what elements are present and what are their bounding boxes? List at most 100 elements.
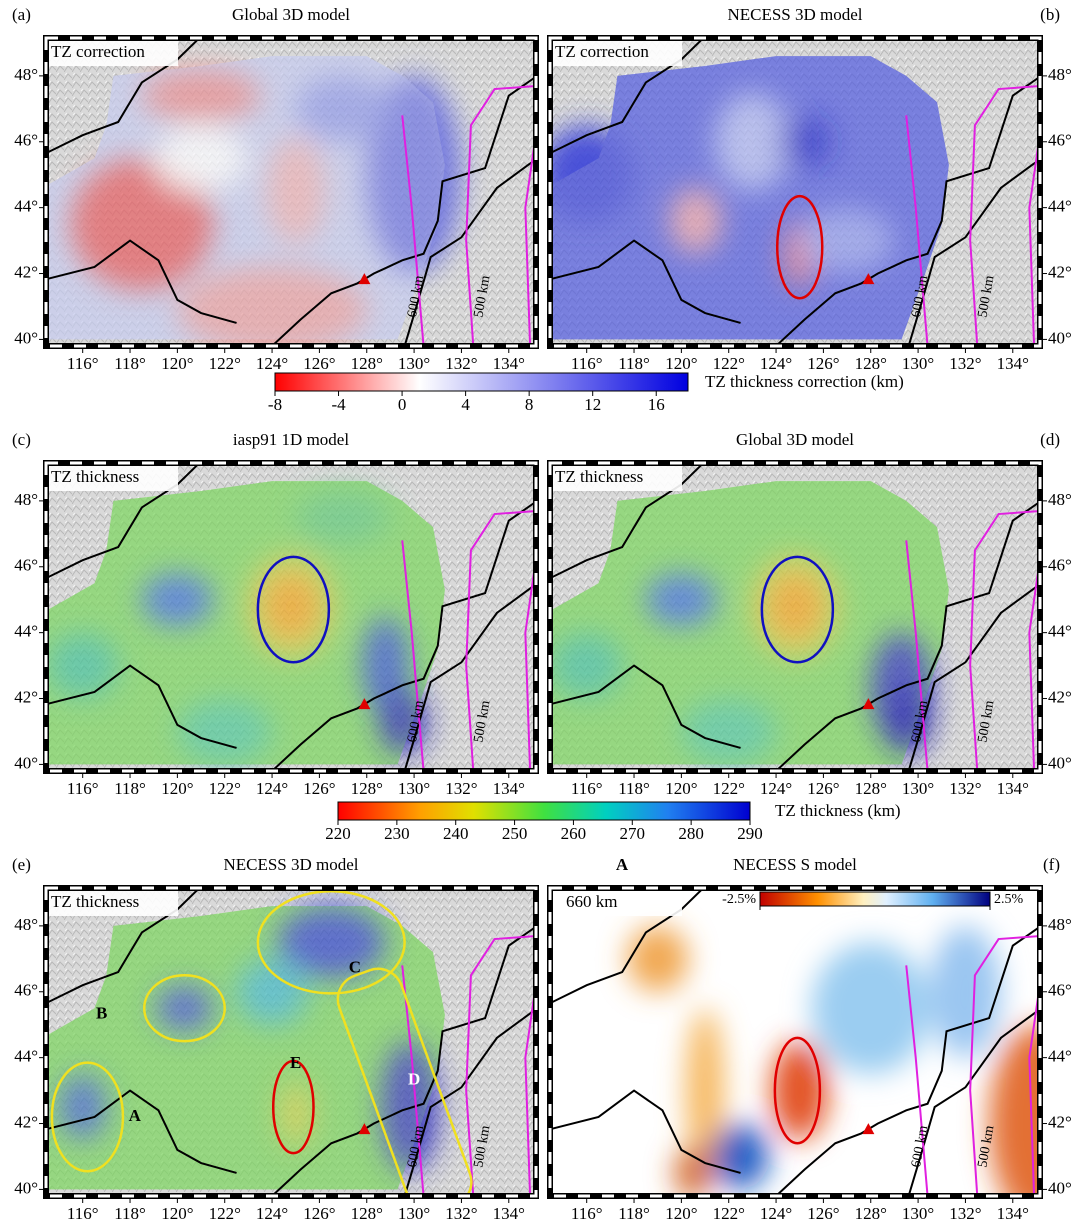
lon-tick-label: 126° xyxy=(807,779,839,798)
lon-tick-label: 120° xyxy=(665,1204,697,1223)
lon-tick-label: 128° xyxy=(351,354,383,373)
panel-title: Global 3D model xyxy=(736,430,854,449)
region-label: A xyxy=(129,1106,142,1125)
colorbar-label: TZ thickness (km) xyxy=(775,801,901,820)
lat-tick-label: 46° xyxy=(1048,131,1072,150)
colorbar-tick-label: 2.5% xyxy=(994,892,1024,907)
colorbar-tick-label: 290 xyxy=(737,824,763,843)
panel-title: Global 3D model xyxy=(232,5,350,24)
lat-tick-label: 42° xyxy=(14,1112,38,1131)
lon-tick-label: 124° xyxy=(256,779,288,798)
lat-tick-label: 44° xyxy=(14,1047,38,1066)
anomaly xyxy=(930,926,1001,1058)
lat-tick-label: 44° xyxy=(1048,197,1072,216)
lon-tick-label: 116° xyxy=(67,1204,99,1223)
inset-label: TZ correction xyxy=(51,42,145,61)
map-content: 600 km500 km660 km-2.5%2.5% xyxy=(539,876,1073,1222)
lat-tick-label: 40° xyxy=(14,1178,38,1197)
map-content: 600 km500 kmTZ thickness xyxy=(42,461,539,771)
lon-tick-label: 118° xyxy=(618,354,650,373)
lat-tick-label: 40° xyxy=(1048,753,1072,772)
anomaly xyxy=(712,1124,769,1190)
lon-tick-label: 126° xyxy=(807,1204,839,1223)
lon-tick-label: 116° xyxy=(571,354,603,373)
lon-tick-label: 130° xyxy=(902,1204,934,1223)
lat-tick-label: 44° xyxy=(14,622,38,641)
map-content: 600 km500 kmABCDETZ thickness xyxy=(42,886,539,1219)
lon-tick-label: 116° xyxy=(67,354,99,373)
lon-tick-label: 118° xyxy=(618,1204,650,1223)
lon-tick-label: 122° xyxy=(713,1204,745,1223)
colorbar-tick-label: 250 xyxy=(502,824,528,843)
panel-title: iasp91 1D model xyxy=(233,430,349,449)
colorbar-tick-label: 220 xyxy=(325,824,351,843)
lon-tick-label: 118° xyxy=(114,779,146,798)
colorbar-tick-label: 8 xyxy=(525,395,534,414)
lon-tick-label: 124° xyxy=(256,354,288,373)
lon-tick-label: 132° xyxy=(445,779,477,798)
colorbar-tick-label: 12 xyxy=(584,395,601,414)
region-label: C xyxy=(349,958,361,977)
lat-tick-label: 44° xyxy=(1048,622,1072,641)
panel-label: (a) xyxy=(12,5,31,24)
lon-tick-label: 120° xyxy=(161,779,193,798)
figure: 600 km500 kmTZ correction116°118°120°122… xyxy=(0,0,1073,1231)
panel-title: NECESS 3D model xyxy=(223,855,358,874)
panel-title: NECESS 3D model xyxy=(727,5,862,24)
lon-tick-label: 134° xyxy=(997,354,1029,373)
colorbar-tick-label: 270 xyxy=(620,824,646,843)
lon-tick-label: 120° xyxy=(161,354,193,373)
lat-tick-label: 40° xyxy=(1048,328,1072,347)
lon-tick-label: 132° xyxy=(445,1204,477,1223)
colorbar-label: TZ thickness correction (km) xyxy=(705,372,904,391)
lon-tick-label: 116° xyxy=(571,1204,603,1223)
colorbar-tick-label: -8 xyxy=(268,395,282,414)
map-panel: 600 km500 kmTZ thickness116°118°120°122°… xyxy=(546,461,1071,798)
panel-title: NECESS S model xyxy=(733,855,857,874)
lon-tick-label: 130° xyxy=(902,779,934,798)
lat-tick-label: 46° xyxy=(14,556,38,575)
lat-tick-label: 46° xyxy=(14,981,38,1000)
map-panel: 600 km500 km660 km-2.5%2.5%116° 118° 120° 1… xyxy=(539,876,1073,1222)
lon-tick-label: 130° xyxy=(398,1204,430,1223)
lon-tick-label: 132° xyxy=(949,354,981,373)
lat-tick-label: 48° xyxy=(14,490,38,509)
lon-tick-label: 118° xyxy=(618,779,650,798)
lon-tick-label: 120° xyxy=(161,1204,193,1223)
lon-tick-label: 124° xyxy=(760,1204,792,1223)
map-content: 600 km500 kmTZ correction xyxy=(539,36,1043,346)
lat-tick-label: 44° xyxy=(14,197,38,216)
lon-tick-label: 118° xyxy=(114,354,146,373)
lon-tick-label: 132° xyxy=(949,779,981,798)
lat-tick-label: 48° xyxy=(1048,490,1072,509)
inset-colorbar xyxy=(760,892,990,906)
lat-tick-label: 42° xyxy=(14,687,38,706)
lon-tick-label: 120° xyxy=(665,779,697,798)
inset-label: TZ correction xyxy=(555,42,649,61)
lon-tick-label: 124° xyxy=(760,779,792,798)
lon-tick-label: 122° xyxy=(209,1204,241,1223)
lat-tick-label: 44° xyxy=(1048,1047,1072,1066)
lon-tick-label: 130° xyxy=(398,354,430,373)
region-label: E xyxy=(290,1053,301,1072)
lon-tick-label: 130° xyxy=(398,779,430,798)
lon-tick-label: 128° xyxy=(855,779,887,798)
lon-tick-label: 126° xyxy=(303,354,335,373)
lon-tick-label: 120° xyxy=(665,354,697,373)
inset-label: TZ thickness xyxy=(51,467,139,486)
lon-tick-label: 134° xyxy=(493,779,525,798)
lon-tick-label: 128° xyxy=(351,1204,383,1223)
panel-label: (e) xyxy=(12,855,31,874)
inset-label: TZ thickness xyxy=(555,467,643,486)
panel-label: (b) xyxy=(1040,5,1060,24)
colorbar-tick-label: 280 xyxy=(678,824,704,843)
lon-tick-label: 122° xyxy=(209,779,241,798)
lon-tick-label: 134° xyxy=(493,1204,525,1223)
lat-tick-label: 48° xyxy=(14,915,38,934)
inset-label: 660 km xyxy=(566,892,617,911)
inset-label: TZ thickness xyxy=(51,892,139,911)
lat-tick-label: 40° xyxy=(14,753,38,772)
